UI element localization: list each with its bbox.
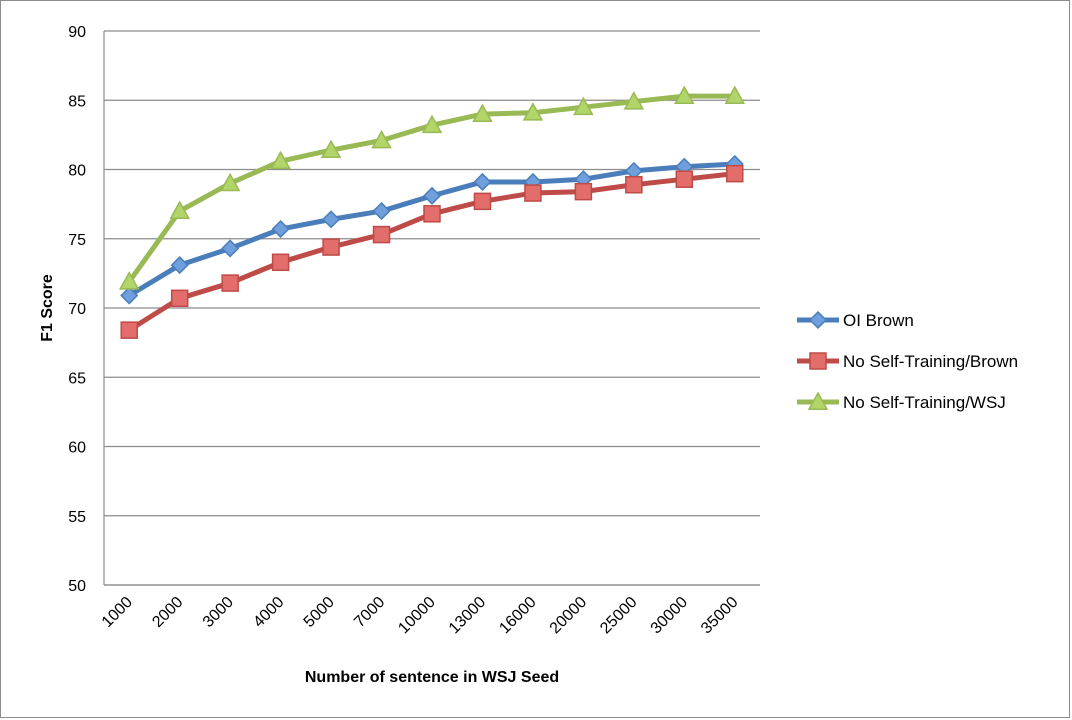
data-point-marker <box>524 184 542 202</box>
x-tick-label: 7000 <box>351 594 388 631</box>
series-no-self-training-wsj <box>118 85 746 290</box>
data-point-marker <box>372 225 391 244</box>
x-tick-label: 5000 <box>301 594 338 631</box>
data-point-marker <box>270 150 291 170</box>
legend-marker <box>809 352 827 370</box>
legend-item-oi-brown: OI Brown <box>797 310 914 330</box>
data-point-marker <box>372 201 391 221</box>
x-tick-label: 20000 <box>547 594 591 638</box>
data-point-marker <box>674 85 695 105</box>
x-axis: 1000 2000 3000 4000 5000 7000 10000 13000 16000 2… <box>99 584 760 638</box>
y-tick-label: 90 <box>68 24 86 41</box>
y-tick-label: 65 <box>68 370 86 387</box>
x-tick-label: 30000 <box>648 594 692 638</box>
data-point-marker <box>472 103 493 123</box>
data-point-marker <box>522 102 544 121</box>
data-point-marker <box>120 286 139 305</box>
data-point-marker <box>473 172 492 192</box>
legend-label: No Self-Training/WSJ <box>843 393 1006 412</box>
data-point-marker <box>574 182 593 201</box>
data-point-marker <box>271 253 290 272</box>
data-point-marker <box>421 114 443 134</box>
data-point-marker <box>473 192 492 211</box>
data-point-marker <box>271 219 290 239</box>
x-tick-label: 25000 <box>597 594 641 638</box>
legend: OI Brown No Self-Training/Brown No Self-Tr… <box>797 310 1018 412</box>
legend-label: No Self-Training/Brown <box>843 352 1018 371</box>
data-point-marker <box>320 139 342 159</box>
data-point-marker <box>170 289 189 308</box>
x-tick-label: 10000 <box>395 594 439 638</box>
data-point-marker <box>573 96 594 116</box>
x-tick-label: 4000 <box>250 594 287 631</box>
series-no-self-training-brown <box>120 164 744 339</box>
data-point-marker <box>422 186 442 205</box>
y-tick-label: 55 <box>68 509 86 526</box>
series-oi-brown <box>120 154 744 305</box>
data-point-marker <box>120 321 138 339</box>
y-tick-label: 70 <box>68 301 86 318</box>
data-point-marker <box>221 274 239 292</box>
x-tick-label: 13000 <box>446 594 490 638</box>
gridlines <box>104 30 760 586</box>
series-layer <box>118 85 746 339</box>
data-point-marker <box>726 164 744 183</box>
data-point-marker <box>118 271 140 290</box>
y-tick-label: 60 <box>68 440 86 457</box>
data-point-marker <box>169 200 190 219</box>
data-point-marker <box>623 91 645 110</box>
x-tick-label: 16000 <box>496 594 540 638</box>
legend-item-no-self-training-wsj: No Self-Training/WSJ <box>797 391 1006 412</box>
y-axis: 50 55 60 65 70 75 80 85 90 <box>68 24 105 595</box>
data-point-marker <box>221 239 240 258</box>
y-tick-label: 75 <box>68 232 86 249</box>
legend-marker <box>807 391 829 410</box>
legend-item-no-self-training-brown: No Self-Training/Brown <box>797 352 1018 371</box>
data-point-marker <box>724 85 746 105</box>
data-point-marker <box>371 129 392 149</box>
x-axis-title: Number of sentence in WSJ Seed <box>305 669 559 686</box>
x-tick-label: 2000 <box>149 594 186 631</box>
y-axis-title: F1 Score <box>39 274 56 342</box>
data-point-marker <box>423 205 441 223</box>
data-point-marker <box>170 256 189 275</box>
x-tick-label: 1000 <box>99 594 136 631</box>
x-tick-label: 35000 <box>698 594 742 638</box>
data-point-marker <box>625 175 643 194</box>
legend-marker <box>808 310 828 330</box>
y-tick-label: 80 <box>68 163 86 180</box>
y-tick-label: 50 <box>68 578 86 595</box>
data-point-marker <box>675 170 694 188</box>
data-point-marker <box>322 210 341 229</box>
x-tick-label: 3000 <box>200 594 237 631</box>
legend-label: OI Brown <box>843 311 914 330</box>
data-point-marker <box>322 238 340 256</box>
y-tick-label: 85 <box>68 93 86 110</box>
data-point-marker <box>219 172 241 192</box>
